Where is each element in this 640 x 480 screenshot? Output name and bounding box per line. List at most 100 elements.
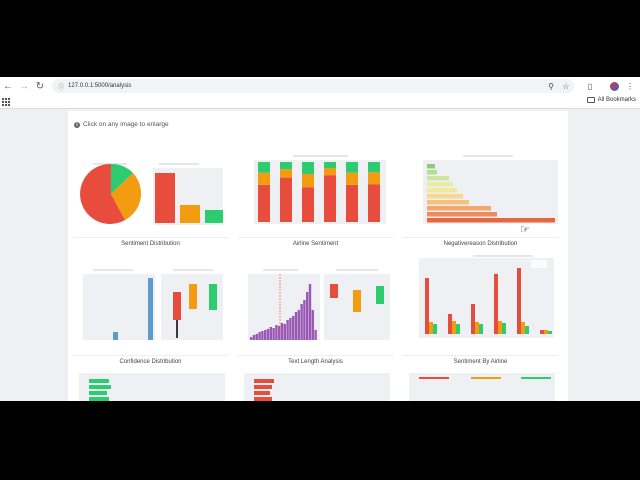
negativereason-distribution-image[interactable]: [403, 136, 558, 236]
grouped-bar: [498, 321, 502, 334]
grouped-bar: [471, 304, 475, 334]
histogram-bar: [255, 334, 258, 340]
card-caption: Airline Sentiment: [292, 241, 339, 247]
sentiment-by-airline-card[interactable]: Sentiment By Airline: [403, 254, 558, 369]
grouped-bar: [425, 278, 429, 334]
positive-words-card[interactable]: [73, 373, 228, 401]
positive-words-image[interactable]: [73, 373, 228, 401]
reason-bar: [427, 182, 453, 187]
mouse-cursor-icon: ☞: [520, 224, 530, 236]
legend-box: [531, 260, 547, 268]
histogram-bar: [297, 310, 300, 340]
reason-bar: [427, 194, 463, 199]
grouped-bar: [525, 326, 529, 334]
grouped-bar: [494, 274, 498, 334]
text-length-analysis-card[interactable]: Text Length Analysis: [238, 254, 393, 369]
histogram-bar: [294, 312, 298, 340]
grouped-bar: [475, 322, 479, 334]
info-icon: i: [74, 121, 80, 128]
reason-bar: [427, 218, 555, 223]
card-caption: Sentiment Distribution: [121, 241, 180, 247]
confidence-by-sentiment-card[interactable]: [403, 373, 558, 401]
caption-divider: [403, 237, 558, 238]
back-icon[interactable]: ←: [3, 80, 13, 92]
analysis-panel: i Click on any image to enlarge Sentimen…: [68, 111, 568, 401]
stacked-bar-segment: [368, 162, 380, 173]
reason-bar: [427, 164, 435, 169]
negativereason-distribution-card[interactable]: Negativereason Distribution: [403, 136, 558, 251]
card-caption: Text Length Analysis: [288, 359, 343, 365]
airline-sentiment-image[interactable]: [238, 136, 393, 236]
stacked-bar-segment: [258, 172, 270, 185]
grouped-bar: [517, 268, 521, 334]
folder-icon: [586, 97, 595, 103]
histogram-bar: [264, 330, 267, 340]
address-bar[interactable]: ⓘ 127.0.0.1:5000/analysis: [52, 79, 574, 93]
sentiment-distribution-card[interactable]: Sentiment Distribution: [73, 136, 228, 251]
airline-sentiment-card[interactable]: Airline Sentiment: [238, 136, 393, 251]
stacked-bar-segment: [324, 175, 336, 222]
apps-grid-icon[interactable]: [2, 98, 10, 106]
grouped-bar: [548, 331, 552, 334]
grouped-bar: [502, 323, 506, 334]
stacked-bar-segment: [258, 162, 270, 173]
histogram-bar: [289, 318, 292, 340]
histogram-bar: [283, 324, 286, 340]
menu-icon[interactable]: ⋮: [626, 81, 634, 91]
grouped-bar: [452, 321, 456, 334]
histogram-bar: [300, 304, 303, 340]
grouped-bar: [456, 324, 460, 334]
stacked-bar-segment: [302, 187, 314, 222]
histogram-bar: [250, 337, 253, 340]
forward-icon[interactable]: →: [19, 80, 29, 92]
zoom-icon[interactable]: ⚲: [548, 81, 554, 91]
grouped-bar: [433, 324, 437, 334]
profile-avatar[interactable]: [608, 80, 620, 92]
histogram-bar: [306, 292, 309, 340]
negative-words-image[interactable]: [238, 373, 393, 401]
stacked-bar-segment: [324, 162, 336, 168]
card-caption: Negativereason Distribution: [443, 241, 518, 247]
histogram-bar: [280, 323, 284, 340]
histogram-bar: [286, 320, 289, 340]
caption-divider: [238, 237, 393, 238]
reason-bar: [427, 212, 497, 217]
stacked-bar-segment: [346, 162, 358, 173]
url-text: 127.0.0.1:5000/analysis: [68, 83, 132, 89]
histogram-bar: [275, 325, 278, 340]
histogram-bar: [278, 326, 281, 340]
enlarge-hint: i Click on any image to enlarge: [74, 121, 169, 128]
card-caption: Sentiment By Airline: [453, 359, 508, 365]
histogram-bar: [266, 329, 270, 340]
grouped-bar: [544, 330, 548, 334]
histogram-bar: [292, 316, 295, 340]
site-info-icon[interactable]: ⓘ: [58, 84, 65, 91]
stacked-bar-segment: [302, 162, 314, 174]
stacked-bar-segment: [368, 184, 380, 222]
negative-words-card[interactable]: [238, 373, 393, 401]
extensions-icon[interactable]: ▯: [587, 81, 593, 91]
sentiment-by-airline-image[interactable]: [403, 254, 558, 354]
grouped-bar: [479, 324, 483, 334]
caption-divider: [238, 355, 393, 356]
confidence-distribution-card[interactable]: Confidence Distribution: [73, 254, 228, 369]
caption-divider: [73, 355, 228, 356]
all-bookmarks-label: All Bookmarks: [597, 97, 636, 103]
confidence-distribution-image[interactable]: [73, 254, 228, 354]
browser-window: ← → ↻ ⓘ 127.0.0.1:5000/analysis ⚲ ☆ ▯ ⋮ …: [0, 77, 640, 401]
reason-bar: [427, 188, 457, 193]
confidence-by-sentiment-image[interactable]: [403, 373, 558, 401]
browser-toolbar: ← → ↻ ⓘ 127.0.0.1:5000/analysis ⚲ ☆ ▯ ⋮: [0, 77, 640, 95]
histogram-bar: [314, 330, 317, 340]
histogram-bar: [311, 310, 314, 340]
card-caption: Confidence Distribution: [119, 359, 182, 365]
caption-divider: [73, 237, 228, 238]
grouped-bar: [448, 314, 452, 334]
sentiment-distribution-image[interactable]: [73, 136, 228, 236]
bookmarks-bar: All Bookmarks: [0, 95, 640, 109]
all-bookmarks-button[interactable]: All Bookmarks: [586, 97, 636, 103]
stacked-bar-segment: [346, 184, 358, 222]
reload-icon[interactable]: ↻: [35, 80, 45, 92]
bookmark-star-icon[interactable]: ☆: [562, 81, 570, 91]
text-length-analysis-image[interactable]: [238, 254, 393, 354]
